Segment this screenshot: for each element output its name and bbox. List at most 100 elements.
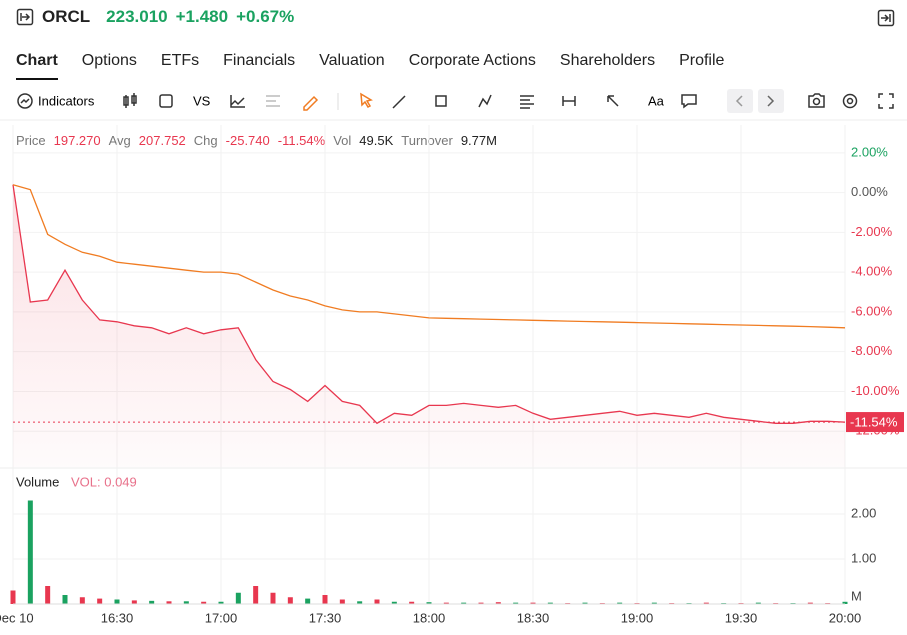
fib-tool[interactable]	[520, 95, 534, 109]
info-label: Price	[16, 133, 46, 148]
volume-bar	[270, 592, 276, 604]
tab[interactable]: Valuation	[319, 52, 385, 69]
volume-tick-label: 1.00	[851, 550, 876, 565]
snapshot-icon[interactable]	[808, 93, 825, 108]
volume-bar	[582, 602, 588, 604]
volume-bar	[617, 602, 623, 604]
change: +1.480	[175, 7, 229, 26]
volume-bar	[513, 602, 519, 604]
collapse-icon[interactable]	[16, 8, 34, 26]
text-tool[interactable]: Aa	[648, 93, 665, 108]
info-label: Turnover	[401, 133, 453, 148]
volume-bar	[322, 595, 328, 604]
tab[interactable]: ETFs	[160, 52, 200, 69]
header: ORCL 223.010 +1.480 +0.67%	[16, 7, 294, 27]
volume-bar	[443, 602, 449, 604]
measure-tool[interactable]	[562, 96, 576, 106]
arrow-tool[interactable]	[607, 95, 619, 107]
info-row: Price 197.270 Avg 207.752 Chg -25.740 -11.54% V…	[16, 133, 497, 148]
x-tick-label: 19:00	[621, 610, 654, 625]
settings-dot	[846, 97, 854, 105]
volume-bar	[305, 598, 311, 604]
volume-bar	[253, 586, 259, 604]
line-tool[interactable]	[392, 95, 406, 109]
volume-bar	[10, 590, 16, 604]
indicators-icon-line	[20, 98, 30, 104]
compare-button[interactable]: VS	[193, 93, 211, 108]
volume-bar	[495, 602, 501, 604]
volume-bar	[755, 602, 761, 604]
volume-bar	[131, 600, 137, 604]
chart-type-icon[interactable]	[230, 95, 245, 108]
expand-icon[interactable]	[877, 9, 895, 27]
tab[interactable]: Corporate Actions	[408, 52, 536, 69]
y-tick-label: -10.00%	[851, 383, 900, 398]
shape-icon[interactable]	[159, 94, 173, 108]
volume-subtitle: VOL: 0.049	[71, 474, 137, 489]
y-tick-label: 2.00%	[851, 144, 888, 159]
info-value: 49.5K	[359, 133, 394, 148]
tab[interactable]: Profile	[679, 52, 725, 69]
volume-bar	[166, 601, 172, 604]
info-label: Chg	[193, 133, 218, 148]
candle-icon[interactable]	[123, 93, 137, 108]
x-tick-label: 17:00	[205, 610, 238, 625]
info-label: Vol	[333, 133, 352, 148]
last-value-tag	[846, 412, 904, 433]
align-icon[interactable]	[266, 95, 280, 107]
volume-bar	[218, 601, 224, 604]
volume-tick-label: 2.00	[851, 505, 876, 520]
price-line	[12, 184, 846, 425]
volume-bar	[287, 597, 293, 604]
fullscreen-icon[interactable]	[878, 93, 894, 109]
note-tool[interactable]	[681, 94, 697, 109]
x-tick-label: 17:30	[309, 610, 342, 625]
volume-bar	[97, 598, 103, 604]
volume-bar	[27, 500, 33, 604]
volume-bar	[374, 599, 380, 604]
tab[interactable]: Shareholders	[559, 52, 656, 69]
rect-tool[interactable]	[435, 95, 447, 107]
tab[interactable]: Options	[81, 52, 137, 69]
pen-icon[interactable]	[303, 95, 319, 111]
cursor-icon[interactable]	[360, 92, 373, 108]
volume-bar	[357, 601, 363, 604]
volume-bar	[547, 602, 553, 604]
pattern-tool[interactable]	[478, 94, 492, 108]
volume-bar	[79, 597, 85, 604]
volume-bar	[651, 602, 657, 604]
volume-bar	[807, 602, 813, 604]
prev-button[interactable]	[727, 89, 753, 113]
x-tick-label: 18:30	[517, 610, 550, 625]
volume-bar	[235, 592, 241, 604]
avg-line	[12, 184, 846, 329]
settings-icon[interactable]	[842, 93, 858, 109]
info-label: Avg	[108, 133, 131, 148]
x-tick-label: 20:00	[829, 610, 862, 625]
volume-bar	[62, 595, 68, 604]
info-value: 197.270	[53, 133, 101, 148]
volume-bar	[391, 601, 397, 604]
volume-bar	[149, 600, 155, 604]
indicators-icon[interactable]	[17, 93, 33, 109]
toolbar: Indicators VS Aa	[17, 89, 894, 113]
indicators-button[interactable]: Indicators	[38, 93, 95, 108]
tabs: Chart Options ETFs Financials Valuation Corpo…	[16, 52, 724, 80]
info-value: -11.54%	[277, 133, 326, 148]
x-tick-label: 18:00	[413, 610, 446, 625]
tab[interactable]: Chart	[16, 52, 58, 80]
next-arrow	[767, 95, 775, 107]
volume-bar	[339, 599, 345, 604]
change-pct: +0.67%	[236, 7, 295, 26]
volume-bar	[842, 601, 848, 604]
volume-bar	[409, 601, 415, 604]
volume-bar	[45, 586, 51, 604]
tab[interactable]: Financials	[223, 52, 296, 69]
y-tick-label: 0.00%	[851, 184, 888, 199]
volume-bar	[703, 602, 709, 604]
x-tick-label: Dec 10	[0, 610, 34, 625]
next-button[interactable]	[758, 89, 784, 113]
price-area	[13, 184, 845, 467]
